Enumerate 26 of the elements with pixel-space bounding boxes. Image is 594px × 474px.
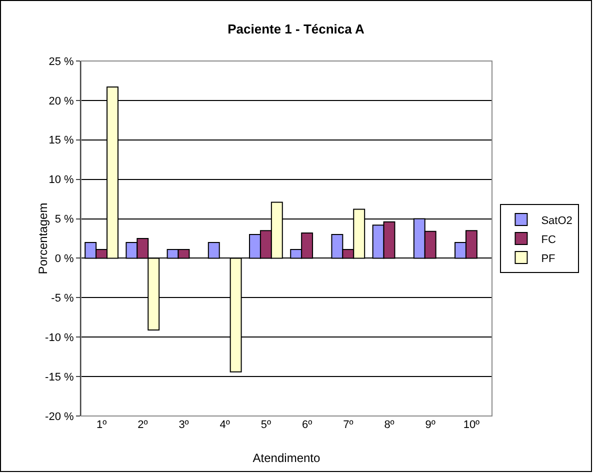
x-tick-label: 6º bbox=[302, 419, 312, 431]
y-tick-label: 25 % bbox=[48, 56, 74, 68]
y-tick-label: -10 % bbox=[45, 332, 74, 344]
y-tick-label: 15 % bbox=[48, 134, 74, 147]
legend-label: PF bbox=[541, 252, 556, 265]
x-tick-label: 1º bbox=[96, 419, 107, 431]
y-tick-label: 10 % bbox=[48, 174, 74, 186]
y-tick-label: 5 % bbox=[54, 214, 74, 226]
x-tick-label: 4º bbox=[220, 419, 230, 431]
x-axis-title: Atendimento bbox=[252, 451, 321, 465]
y-tick-label: 0 % bbox=[54, 253, 74, 266]
x-tick-label: 3º bbox=[178, 419, 189, 431]
y-tick-label: -15 % bbox=[45, 371, 74, 384]
x-tick-label: 7º bbox=[343, 419, 354, 431]
x-tick-label: 9º bbox=[425, 419, 436, 431]
x-tick-label: 5º bbox=[260, 419, 272, 431]
chart-title: Paciente 1 - Técnica A bbox=[228, 22, 366, 37]
x-tick-label: 8º bbox=[384, 419, 394, 431]
y-tick-label: -5 % bbox=[51, 292, 74, 305]
y-tick-label: 20 % bbox=[48, 95, 74, 108]
x-tick-label: 2º bbox=[138, 419, 148, 431]
y-tick-label: -20 % bbox=[45, 410, 74, 423]
x-tick-label: 10º bbox=[463, 419, 480, 431]
legend-label: SatO2 bbox=[541, 214, 572, 227]
y-axis-title: Porcentagem bbox=[36, 202, 50, 274]
legend-label: FC bbox=[541, 234, 556, 246]
